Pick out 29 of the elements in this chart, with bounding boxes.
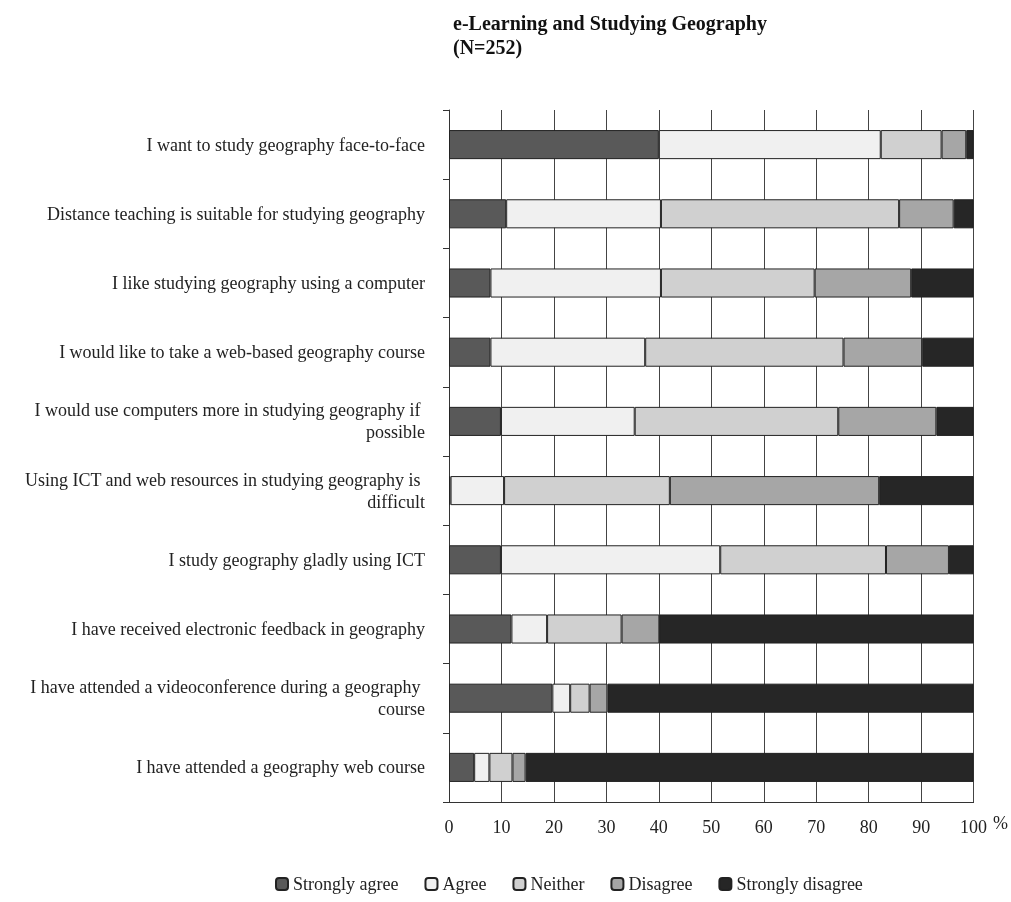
x-tick-label: 30 — [597, 817, 616, 837]
legend-label: Agree — [442, 874, 487, 894]
x-tick-label: 80 — [859, 817, 878, 837]
y-tick-label: Distance teaching is suitable for studying geography — [47, 203, 425, 224]
y-tick-label: I like studying geography using a computer — [112, 273, 425, 293]
x-tick-label: 10 — [492, 817, 511, 837]
y-tick-label: I would use computers more in studying geography if possible — [34, 400, 425, 443]
x-axis-title: % — [993, 813, 1009, 833]
x-tick-label: 100 — [960, 817, 988, 837]
x-tick-label: 70 — [807, 817, 826, 837]
y-tick-label: I would like to take a web-based geography course — [59, 342, 426, 363]
chart-title: e-Learning and Studying Geography — [453, 12, 767, 35]
x-tick-label: 60 — [754, 817, 773, 837]
x-tick-label: 40 — [649, 817, 668, 837]
chart-subtitle: (N=252) — [453, 36, 523, 59]
y-tick-label: I study geography gladly using ICT — [168, 549, 425, 570]
legend-label: Strongly agree — [293, 874, 399, 894]
x-tick-label: 50 — [702, 817, 721, 837]
x-tick-label: 0 — [444, 817, 454, 837]
legend-label: Neither — [530, 874, 585, 894]
y-tick-label: I have attended a videoconference during a geography course — [30, 677, 425, 720]
y-tick-label: I have received electronic feedback in geography — [71, 619, 425, 639]
x-tick-label: 90 — [912, 817, 931, 837]
y-tick-label: I have attended a geography web course — [136, 757, 426, 778]
legend-label: Disagree — [628, 874, 693, 894]
y-tick-label: Using ICT and web resources in studying geography is difficult — [24, 469, 425, 512]
x-tick-label: 20 — [544, 817, 563, 837]
legend-label: Strongly disagree — [736, 874, 863, 894]
y-tick-label: I want to study geography face-to-face — [146, 134, 425, 155]
